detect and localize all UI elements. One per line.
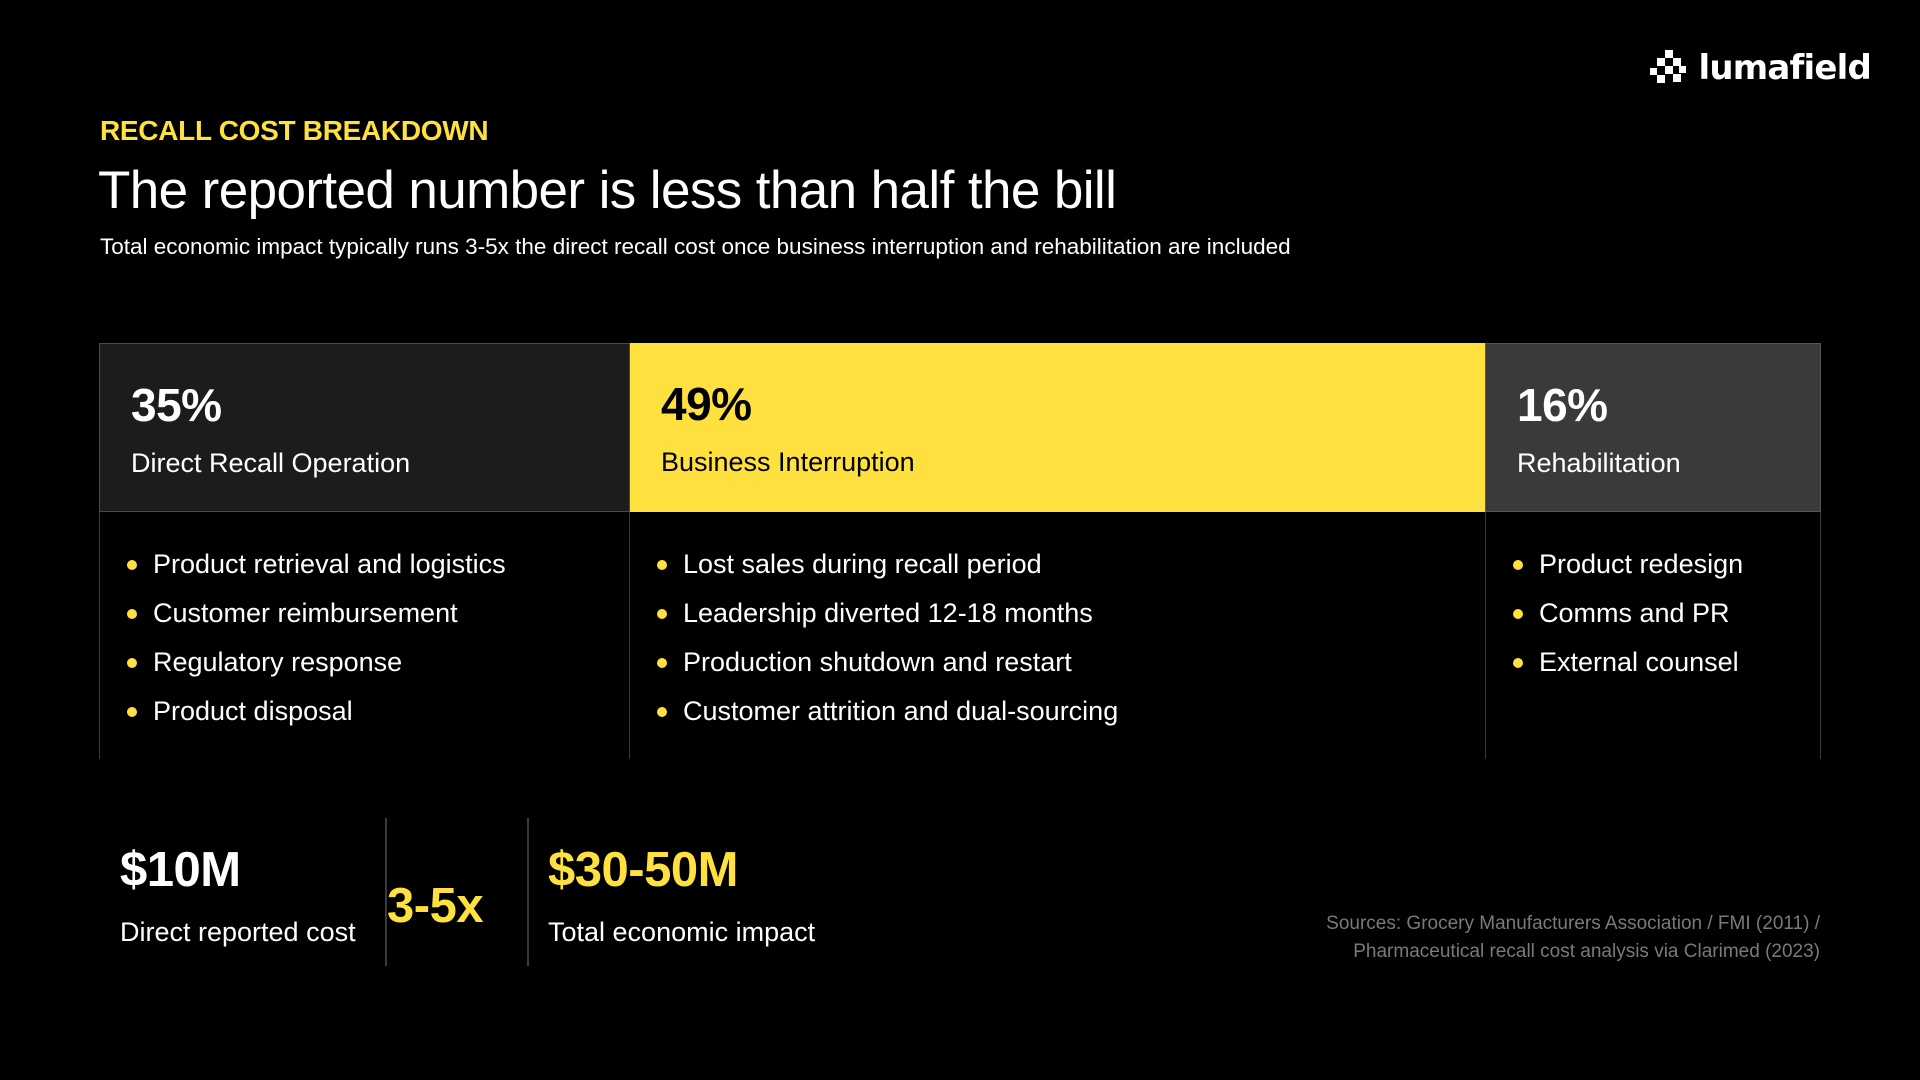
bullet-dot-icon — [657, 559, 667, 570]
breakdown-column-direct-recall: 35% Direct Recall Operation Product retr… — [99, 343, 630, 759]
list-item-text: Regulatory response — [153, 647, 403, 677]
bullet-list: Product retrieval and logistics Customer… — [127, 540, 629, 736]
bullet-dot-icon — [1513, 559, 1523, 570]
bullet-dot-icon — [657, 706, 667, 717]
list-item: Customer reimbursement — [127, 589, 629, 638]
stat-multiplier: 3-5x — [387, 818, 527, 966]
bullet-dot-icon — [127, 559, 137, 570]
cost-stats-row: $10M Direct reported cost 3-5x $30-50M T… — [120, 818, 815, 966]
sources-line: Sources: Grocery Manufacturers Associati… — [1326, 913, 1820, 934]
list-item: External counsel — [1513, 638, 1820, 687]
breakdown-column-rehabilitation: 16% Rehabilitation Product redesign Comm… — [1485, 343, 1821, 759]
list-item: Product redesign — [1513, 540, 1820, 589]
list-item-text: Customer attrition and dual-sourcing — [683, 696, 1119, 726]
stat-label: Direct reported cost — [120, 917, 356, 947]
stat-label: Total economic impact — [548, 917, 816, 947]
list-item-text: Product redesign — [1539, 549, 1744, 579]
breakdown-label: Business Interruption — [661, 447, 915, 477]
bullet-dot-icon — [127, 657, 137, 668]
bullet-dot-icon — [657, 608, 667, 619]
bullet-list: Lost sales during recall period Leadersh… — [657, 540, 1485, 736]
list-item-text: Product disposal — [153, 696, 353, 726]
list-item: Product disposal — [127, 687, 629, 736]
breakdown-label: Rehabilitation — [1517, 448, 1681, 478]
list-item-text: Customer reimbursement — [153, 598, 458, 628]
bullet-dot-icon — [1513, 608, 1523, 619]
breakdown-items-rehabilitation: Product redesign Comms and PR External c… — [1485, 512, 1821, 759]
lumafield-logo-icon — [1650, 50, 1687, 83]
stat-value: 3-5x — [387, 878, 484, 933]
bullet-dot-icon — [127, 706, 137, 717]
list-item-text: Product retrieval and logistics — [153, 549, 506, 579]
bullet-dot-icon — [1513, 657, 1523, 668]
breakdown-percent: 16% — [1517, 379, 1608, 431]
breakdown-header-rehabilitation: 16% Rehabilitation — [1485, 343, 1821, 512]
breakdown-percent: 49% — [661, 378, 752, 430]
section-eyebrow: RECALL COST BREAKDOWN — [100, 115, 489, 146]
brand-name: lumafield — [1698, 48, 1871, 88]
breakdown-percent: 35% — [131, 379, 222, 431]
list-item: Regulatory response — [127, 638, 629, 687]
list-item: Lost sales during recall period — [657, 540, 1485, 589]
stat-direct-cost: $10M Direct reported cost — [120, 818, 385, 966]
stat-divider — [527, 818, 529, 966]
sources-footnote: Sources: Grocery Manufacturers Associati… — [1326, 910, 1820, 966]
list-item: Comms and PR — [1513, 589, 1820, 638]
bullet-list: Product redesign Comms and PR External c… — [1513, 540, 1820, 687]
breakdown-header-direct-recall: 35% Direct Recall Operation — [99, 343, 630, 512]
list-item-text: External counsel — [1539, 647, 1739, 677]
list-item: Leadership diverted 12-18 months — [657, 589, 1485, 638]
breakdown-column-business-interruption: 49% Business Interruption Lost sales dur… — [630, 343, 1485, 759]
list-item-text: Leadership diverted 12-18 months — [683, 598, 1093, 628]
page-subtitle: Total economic impact typically runs 3-5… — [100, 234, 1291, 259]
stat-total-impact: $30-50M Total economic impact — [529, 818, 815, 966]
cost-breakdown-table: 35% Direct Recall Operation Product retr… — [99, 343, 1821, 759]
breakdown-items-direct-recall: Product retrieval and logistics Customer… — [99, 512, 630, 759]
list-item: Product retrieval and logistics — [127, 540, 629, 589]
breakdown-header-business-interruption: 49% Business Interruption — [630, 343, 1485, 512]
brand-logo: lumafield — [1648, 48, 1872, 88]
sources-line: Pharmaceutical recall cost analysis via … — [1353, 941, 1820, 962]
list-item-text: Lost sales during recall period — [683, 549, 1042, 579]
list-item: Production shutdown and restart — [657, 638, 1485, 687]
stat-value: $30-50M — [548, 843, 738, 897]
bullet-dot-icon — [127, 608, 137, 619]
page-title: The reported number is less than half th… — [98, 161, 1117, 220]
list-item: Customer attrition and dual-sourcing — [657, 687, 1485, 736]
breakdown-label: Direct Recall Operation — [131, 448, 411, 478]
list-item-text: Comms and PR — [1539, 598, 1730, 628]
stat-divider — [385, 818, 387, 966]
breakdown-items-business-interruption: Lost sales during recall period Leadersh… — [630, 512, 1485, 759]
stat-value: $10M — [120, 843, 241, 897]
bullet-dot-icon — [657, 657, 667, 668]
list-item-text: Production shutdown and restart — [683, 647, 1072, 677]
